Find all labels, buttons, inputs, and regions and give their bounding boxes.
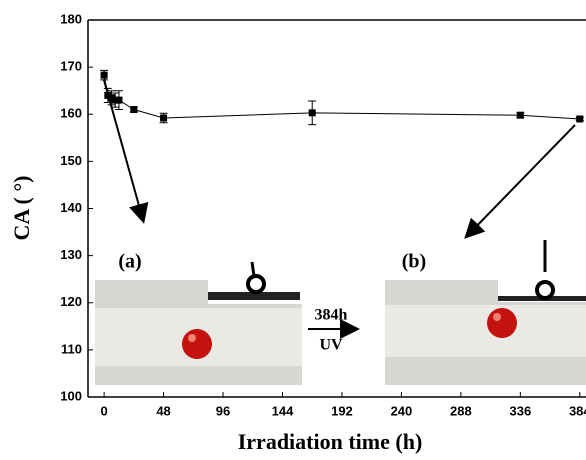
x-tick-label: 384: [569, 403, 586, 418]
y-tick-label: 120: [60, 294, 82, 309]
x-tick-label: 192: [331, 403, 353, 418]
line: [103, 75, 580, 120]
y-tick-label: 140: [60, 200, 82, 215]
inset-b: [385, 240, 586, 385]
marker: [516, 111, 524, 119]
annotation: 384h: [315, 307, 348, 324]
y-tick-label: 130: [60, 247, 82, 262]
marker: [130, 106, 138, 114]
x-tick-label: 240: [391, 403, 413, 418]
y-axis-label: CA ( °): [9, 175, 34, 240]
y-tick-label: 110: [61, 341, 82, 356]
x-tick-label: 48: [156, 403, 170, 418]
x-tick-label: 0: [100, 403, 107, 418]
marker: [308, 109, 316, 117]
annotation: UV: [319, 337, 343, 354]
marker: [160, 114, 168, 122]
y-tick-label: 100: [60, 388, 82, 403]
x-tick-label: 288: [450, 403, 472, 418]
annotation: (b): [402, 251, 426, 273]
x-tick-label: 336: [509, 403, 531, 418]
inset-a: [95, 261, 302, 385]
marker: [104, 91, 112, 99]
y-tick-label: 160: [60, 106, 82, 121]
marker: [100, 71, 108, 79]
y-tick-label: 170: [60, 59, 82, 74]
annotation: (a): [118, 251, 141, 273]
x-tick-label: 144: [272, 403, 294, 418]
marker: [576, 115, 584, 123]
arrow: [103, 79, 149, 224]
x-axis-label: Irradiation time (h): [238, 429, 423, 454]
marker: [115, 96, 123, 104]
y-tick-label: 180: [60, 11, 82, 26]
marker: [111, 96, 119, 104]
marker: [108, 94, 116, 102]
y-tick-label: 150: [60, 153, 82, 168]
x-tick-label: 96: [216, 403, 230, 418]
arrow: [464, 124, 576, 239]
